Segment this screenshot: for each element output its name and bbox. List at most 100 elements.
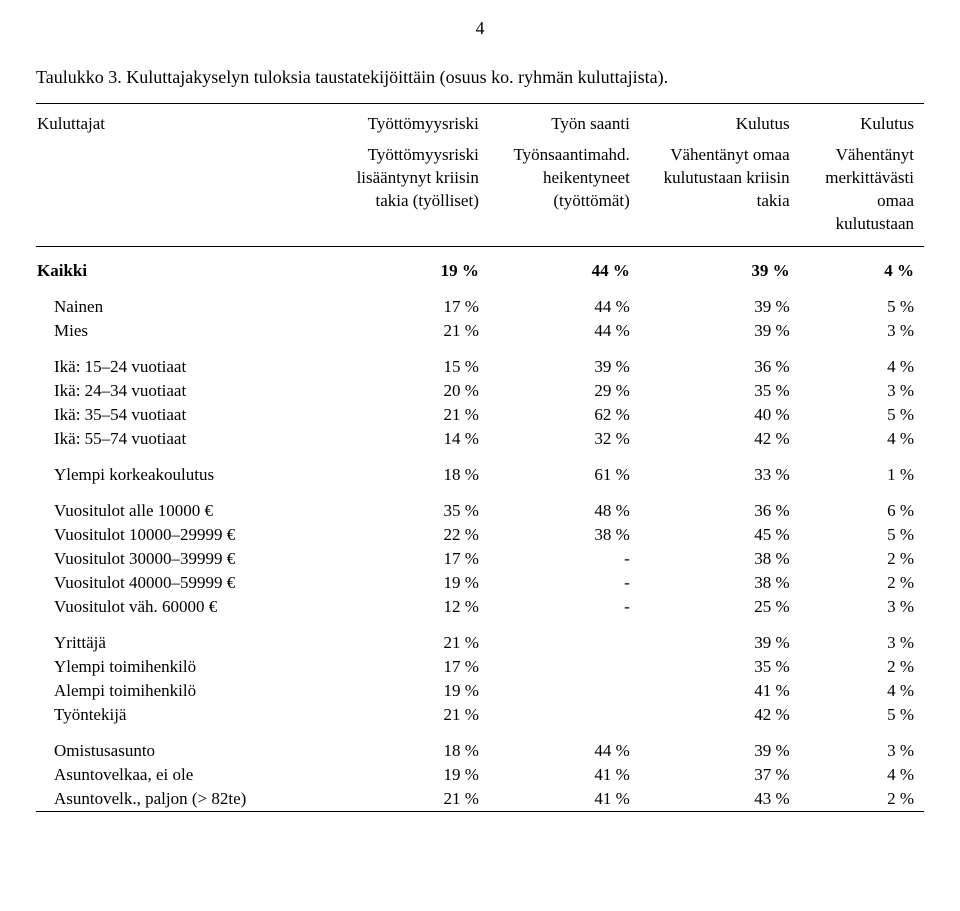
cell-value: 21 % [329, 319, 489, 343]
table-header-row-1: Kuluttajat Työttömyysriski Työn saanti K… [36, 104, 924, 137]
cell-value: 4 % [800, 763, 924, 787]
table-row: Vuositulot väh. 60000 €12 %-25 %3 % [36, 595, 924, 619]
cell-value: - [489, 547, 640, 571]
cell-value: 1 % [800, 451, 924, 487]
row-label: Ikä: 35–54 vuotiaat [36, 403, 329, 427]
table-row: Ikä: 35–54 vuotiaat21 %62 %40 %5 % [36, 403, 924, 427]
table-row: Ikä: 55–74 vuotiaat14 %32 %42 %4 % [36, 427, 924, 451]
cell-value: 25 % [640, 595, 800, 619]
table-row: Asuntovelkaa, ei ole19 %41 %37 %4 % [36, 763, 924, 787]
col-subheader: Työnsaantimahd. heikentyneet (työttömät) [489, 136, 640, 246]
cell-value: 61 % [489, 451, 640, 487]
cell-value: 44 % [489, 319, 640, 343]
cell-value: 2 % [800, 547, 924, 571]
cell-value: 36 % [640, 343, 800, 379]
cell-value: - [489, 595, 640, 619]
row-label: Vuositulot alle 10000 € [36, 487, 329, 523]
cell-value: 38 % [640, 547, 800, 571]
table-header-row-2: Työttömyysriski lisääntynyt kriisin taki… [36, 136, 924, 246]
cell-value: 5 % [800, 703, 924, 727]
cell-value: 4 % [800, 679, 924, 703]
table-row: Ikä: 15–24 vuotiaat15 %39 %36 %4 % [36, 343, 924, 379]
cell-value: 4 % [800, 427, 924, 451]
cell-value: - [489, 571, 640, 595]
cell-value: 5 % [800, 283, 924, 319]
row-label: Ikä: 24–34 vuotiaat [36, 379, 329, 403]
cell-value: 33 % [640, 451, 800, 487]
table-caption: Taulukko 3. Kuluttajakyselyn tuloksia ta… [36, 65, 924, 89]
row-label: Ylempi toimihenkilö [36, 655, 329, 679]
cell-value: 15 % [329, 343, 489, 379]
cell-value: 2 % [800, 787, 924, 812]
cell-value: 48 % [489, 487, 640, 523]
cell-value: 39 % [640, 247, 800, 284]
table-row: Ylempi toimihenkilö17 % 35 %2 % [36, 655, 924, 679]
cell-value: 19 % [329, 247, 489, 284]
cell-value: 21 % [329, 703, 489, 727]
row-label: Mies [36, 319, 329, 343]
table-row: Omistusasunto18 %44 %39 %3 % [36, 727, 924, 763]
col-header: Kulutus [640, 104, 800, 137]
row-label: Ikä: 15–24 vuotiaat [36, 343, 329, 379]
row-label: Vuositulot 10000–29999 € [36, 523, 329, 547]
cell-value: 17 % [329, 655, 489, 679]
cell-value: 2 % [800, 655, 924, 679]
cell-value: 38 % [640, 571, 800, 595]
table-row: Vuositulot 40000–59999 €19 %-38 %2 % [36, 571, 924, 595]
cell-value: 12 % [329, 595, 489, 619]
cell-value: 44 % [489, 727, 640, 763]
cell-value: 41 % [640, 679, 800, 703]
cell-value: 5 % [800, 403, 924, 427]
row-label: Kaikki [36, 247, 329, 284]
cell-value: 39 % [640, 619, 800, 655]
cell-value: 35 % [329, 487, 489, 523]
cell-value: 32 % [489, 427, 640, 451]
cell-value: 37 % [640, 763, 800, 787]
cell-value: 3 % [800, 619, 924, 655]
cell-value: 20 % [329, 379, 489, 403]
cell-value: 39 % [640, 727, 800, 763]
cell-value: 6 % [800, 487, 924, 523]
cell-value: 36 % [640, 487, 800, 523]
cell-value: 5 % [800, 523, 924, 547]
cell-value: 18 % [329, 727, 489, 763]
table-row: Ylempi korkeakoulutus18 %61 %33 %1 % [36, 451, 924, 487]
cell-value: 35 % [640, 379, 800, 403]
row-label: Asuntovelk., paljon (> 82te) [36, 787, 329, 812]
col-header: Työn saanti [489, 104, 640, 137]
row-label: Vuositulot väh. 60000 € [36, 595, 329, 619]
row-label: Yrittäjä [36, 619, 329, 655]
cell-value: 45 % [640, 523, 800, 547]
table-row: Työntekijä21 %42 %5 % [36, 703, 924, 727]
cell-value: 21 % [329, 787, 489, 812]
cell-value: 3 % [800, 595, 924, 619]
cell-value: 40 % [640, 403, 800, 427]
cell-value: 35 % [640, 655, 800, 679]
cell-value: 3 % [800, 319, 924, 343]
cell-value: 44 % [489, 283, 640, 319]
cell-value: 17 % [329, 283, 489, 319]
row-label: Työntekijä [36, 703, 329, 727]
row-label: Vuositulot 30000–39999 € [36, 547, 329, 571]
row-label: Omistusasunto [36, 727, 329, 763]
row-label: Vuositulot 40000–59999 € [36, 571, 329, 595]
table-row: Mies21 %44 %39 %3 % [36, 319, 924, 343]
cell-value: 39 % [640, 319, 800, 343]
cell-value: 19 % [329, 763, 489, 787]
cell-value: 41 % [489, 787, 640, 812]
cell-value: 42 % [640, 427, 800, 451]
cell-value: 18 % [329, 451, 489, 487]
table-row: Ikä: 24–34 vuotiaat20 %29 %35 %3 % [36, 379, 924, 403]
cell-value: 21 % [329, 619, 489, 655]
cell-value: 41 % [489, 763, 640, 787]
table-row: Alempi toimihenkilö19 %41 %4 % [36, 679, 924, 703]
table-row: Asuntovelk., paljon (> 82te)21 %41 %43 %… [36, 787, 924, 812]
col-subheader: Työttömyysriski lisääntynyt kriisin taki… [329, 136, 489, 246]
cell-value [489, 679, 640, 703]
cell-value: 14 % [329, 427, 489, 451]
cell-value [489, 655, 640, 679]
col-subheader: Vähentänyt omaa kulutustaan kriisin taki… [640, 136, 800, 246]
cell-value: 19 % [329, 679, 489, 703]
table-row: Vuositulot alle 10000 €35 %48 %36 %6 % [36, 487, 924, 523]
cell-value: 38 % [489, 523, 640, 547]
